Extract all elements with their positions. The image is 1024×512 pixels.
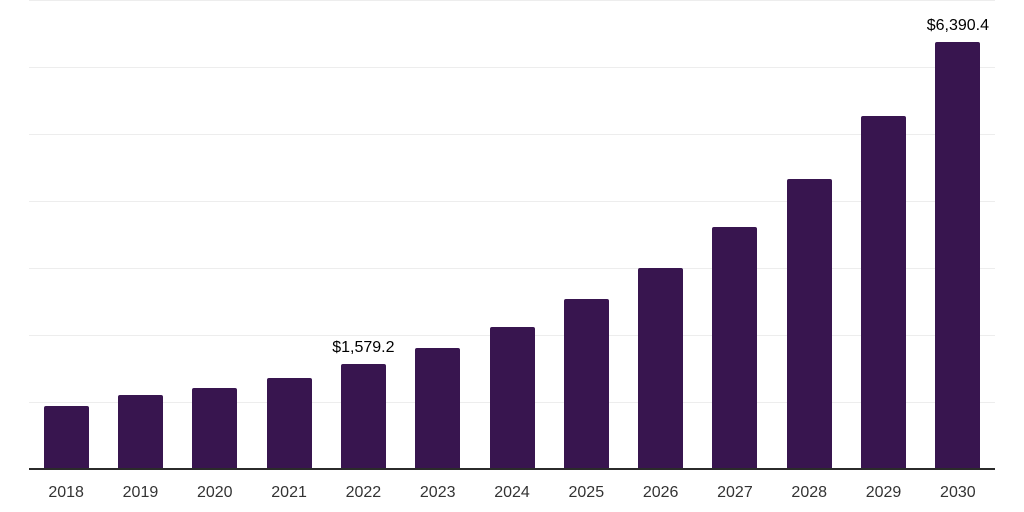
x-tick-label-2027: 2027: [717, 484, 753, 501]
bar-2030: [935, 41, 981, 470]
x-axis-line: [29, 468, 995, 470]
x-tick-label-2029: 2029: [865, 484, 902, 501]
x-tick-label-2020: 2020: [196, 484, 233, 501]
gridline: [29, 134, 995, 135]
bar-2029: [861, 116, 907, 470]
bar-2021: [266, 377, 312, 470]
bar-2023: [415, 348, 461, 470]
x-tick-label-2019: 2019: [122, 484, 159, 501]
x-tick-label-2024: 2024: [494, 484, 530, 501]
x-tick-label-2030: 2030: [940, 484, 976, 501]
bar-2022: [340, 364, 386, 470]
x-axis-labels: 2018 2019 2020 2021 2022 2023 2024 2025 2026 2027…: [29, 470, 995, 512]
gridline: [29, 67, 995, 68]
x-tick-label-2028: 2028: [791, 484, 828, 501]
gridline: [29, 201, 995, 202]
x-tick-label-2021: 2021: [271, 484, 307, 501]
plot-area: $1,579.2 $6,390.4: [29, 0, 995, 470]
bar-2018: [43, 405, 89, 470]
bar-value-label-2030: $6,390.4: [926, 16, 989, 34]
gridline: [29, 268, 995, 269]
bar-2020: [192, 387, 238, 470]
x-tick-label-2018: 2018: [48, 484, 84, 501]
bar-2026: [638, 268, 684, 470]
x-tick-label-2023: 2023: [419, 484, 456, 501]
bar-value-label-2022: $1,579.2: [332, 339, 395, 357]
bar-2028: [786, 178, 832, 470]
bar-2024: [489, 326, 535, 470]
bar-2025: [563, 299, 609, 470]
bar-2019: [117, 394, 163, 470]
x-tick-label-2022: 2022: [345, 484, 382, 501]
gridline: [29, 0, 995, 1]
bar-2027: [712, 226, 758, 470]
x-tick-label-2026: 2026: [642, 484, 679, 501]
x-tick-label-2025: 2025: [568, 484, 605, 501]
